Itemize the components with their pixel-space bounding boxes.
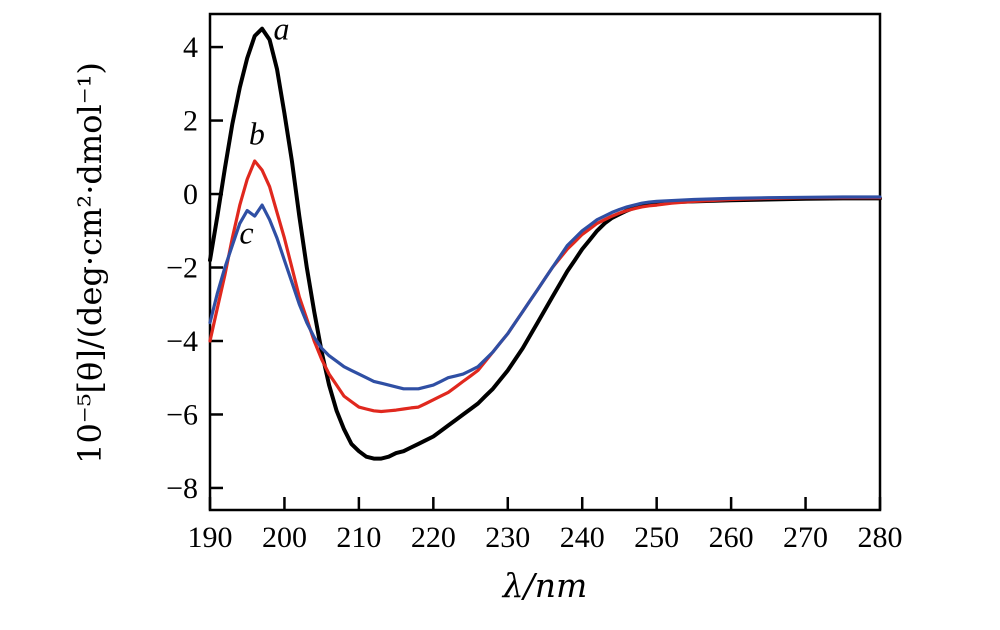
x-tick-label: 260 bbox=[709, 521, 754, 554]
x-tick-label: 240 bbox=[560, 521, 605, 554]
x-tick-label: 190 bbox=[188, 521, 233, 554]
series-curve-a bbox=[208, 26, 882, 461]
y-tick-label: 4 bbox=[183, 31, 198, 64]
curve-label-a: a bbox=[273, 11, 289, 47]
y-tick-label: −4 bbox=[166, 325, 198, 358]
x-axis-label: λ/nm bbox=[502, 566, 588, 605]
series-curve-b bbox=[208, 159, 882, 414]
plot-frame bbox=[208, 12, 882, 512]
x-tick-label: 200 bbox=[262, 521, 307, 554]
x-tick-label: 230 bbox=[485, 521, 530, 554]
curve-label-c: c bbox=[239, 215, 253, 251]
y-tick-label: 2 bbox=[183, 105, 198, 138]
x-tick-label: 210 bbox=[336, 521, 381, 554]
curve-label-b: b bbox=[249, 115, 265, 151]
y-tick-label: −8 bbox=[166, 472, 198, 505]
y-tick-label: 0 bbox=[183, 178, 198, 211]
y-axis-label: 10⁻⁵[θ]/(deg·cm²·dmol⁻¹) bbox=[71, 62, 109, 464]
x-tick-label: 220 bbox=[411, 521, 456, 554]
x-tick-label: 250 bbox=[634, 521, 679, 554]
y-tick-label: −6 bbox=[166, 398, 198, 431]
y-tick-label: −2 bbox=[166, 252, 198, 285]
x-tick-label: 280 bbox=[858, 521, 903, 554]
x-tick-label: 270 bbox=[783, 521, 828, 554]
series-curve-c bbox=[208, 195, 882, 391]
